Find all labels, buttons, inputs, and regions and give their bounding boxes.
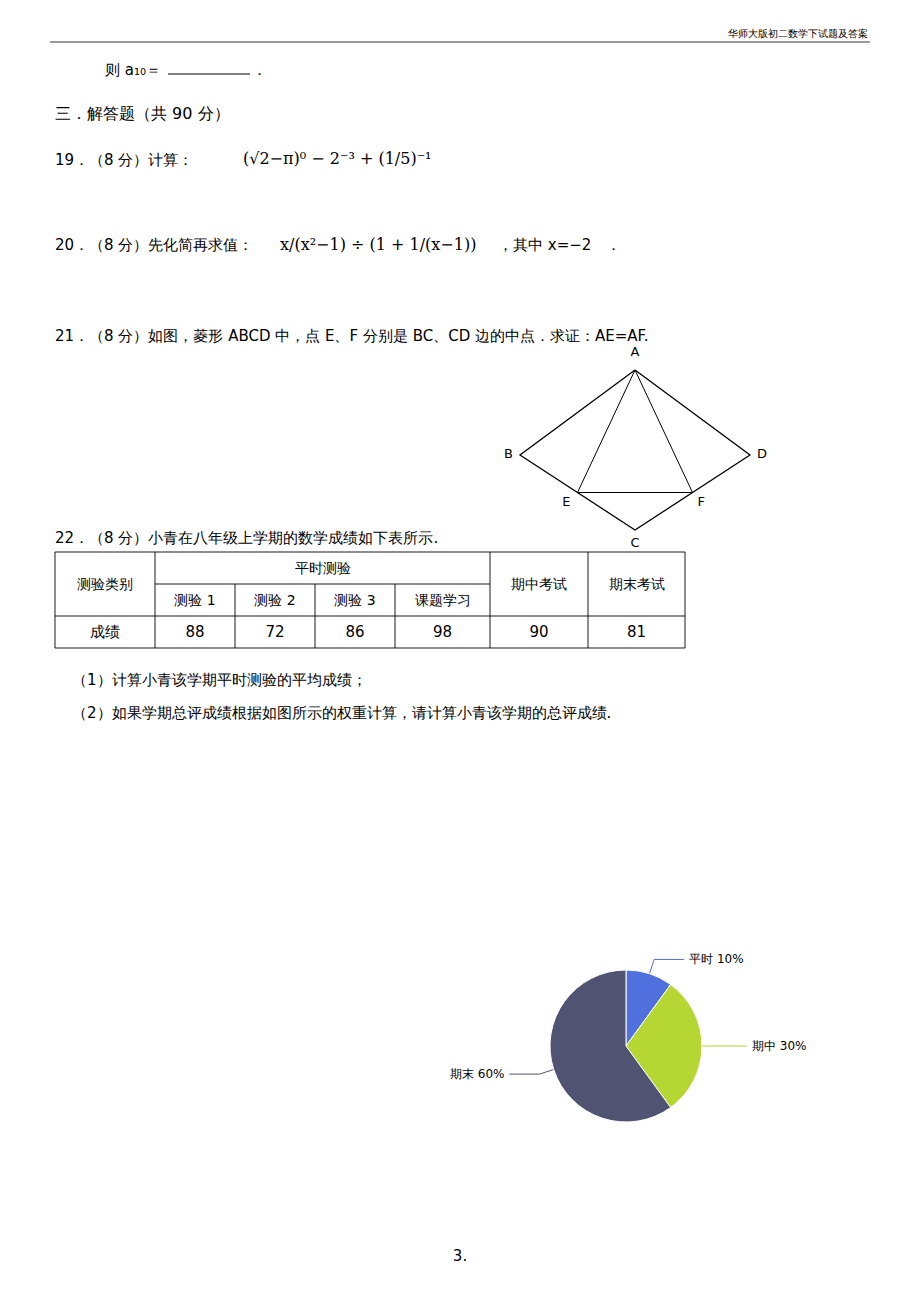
svg-text:，其中 x=−2 ．: ，其中 x=−2 ． [498, 236, 621, 254]
svg-text:B: B [504, 446, 513, 461]
svg-text:81: 81 [627, 623, 646, 641]
svg-text:期末考试: 期末考试 [609, 576, 665, 592]
svg-text:90: 90 [529, 623, 548, 641]
svg-text:C: C [630, 535, 639, 550]
svg-text:则 a₁₀＝: 则 a₁₀＝ [105, 61, 161, 79]
svg-text:88: 88 [185, 623, 204, 641]
svg-text:测验类别: 测验类别 [77, 576, 133, 592]
svg-text:D: D [757, 446, 767, 461]
svg-text:(√2−π)⁰ − 2⁻³ + (1/5)⁻¹: (√2−π)⁰ − 2⁻³ + (1/5)⁻¹ [243, 149, 431, 168]
svg-text:F: F [698, 494, 705, 509]
svg-text:（2）如果学期总评成绩根据如图所示的权重计算，请计算小青该学: （2）如果学期总评成绩根据如图所示的权重计算，请计算小青该学期的总评成绩. [72, 704, 611, 722]
svg-text:72: 72 [265, 623, 284, 641]
svg-text:三．解答题（共 90 分）: 三．解答题（共 90 分） [55, 104, 230, 123]
svg-text:3.: 3. [453, 1247, 467, 1265]
svg-text:E: E [562, 494, 570, 509]
svg-text:成绩: 成绩 [90, 623, 120, 641]
svg-text:86: 86 [345, 623, 364, 641]
svg-text:（1）计算小青该学期平时测验的平均成绩；: （1）计算小青该学期平时测验的平均成绩； [72, 671, 367, 689]
svg-text:A: A [631, 344, 640, 359]
svg-text:期末 60%: 期末 60% [450, 1067, 505, 1081]
svg-text:平时 10%: 平时 10% [689, 952, 744, 966]
svg-text:98: 98 [433, 623, 452, 641]
svg-text:22．（8 分）小青在八年级上学期的数学成绩如下表所示.: 22．（8 分）小青在八年级上学期的数学成绩如下表所示. [55, 529, 438, 547]
svg-text:19．（8 分）计算：: 19．（8 分）计算： [55, 151, 193, 169]
svg-text:测验 1: 测验 1 [174, 592, 215, 608]
svg-text:平时测验: 平时测验 [295, 560, 351, 576]
svg-text:测验 3: 测验 3 [334, 592, 375, 608]
svg-text:．: ． [252, 61, 267, 79]
svg-text:期中考试: 期中考试 [511, 576, 567, 592]
svg-text:期中 30%: 期中 30% [752, 1039, 807, 1053]
svg-text:测验 2: 测验 2 [254, 592, 295, 608]
svg-text:20．（8 分）先化简再求值：: 20．（8 分）先化简再求值： [55, 236, 253, 254]
svg-text:21．（8 分）如图，菱形 ABCD 中，点 E、F 分别是: 21．（8 分）如图，菱形 ABCD 中，点 E、F 分别是 BC、CD 边的中… [55, 327, 649, 345]
svg-text:课题学习: 课题学习 [415, 592, 471, 608]
svg-text:x/(x²−1) ÷ (1 + 1/(x−1)): x/(x²−1) ÷ (1 + 1/(x−1)) [280, 235, 476, 254]
svg-text:华师大版初二数学下试题及答案: 华师大版初二数学下试题及答案 [728, 28, 868, 39]
